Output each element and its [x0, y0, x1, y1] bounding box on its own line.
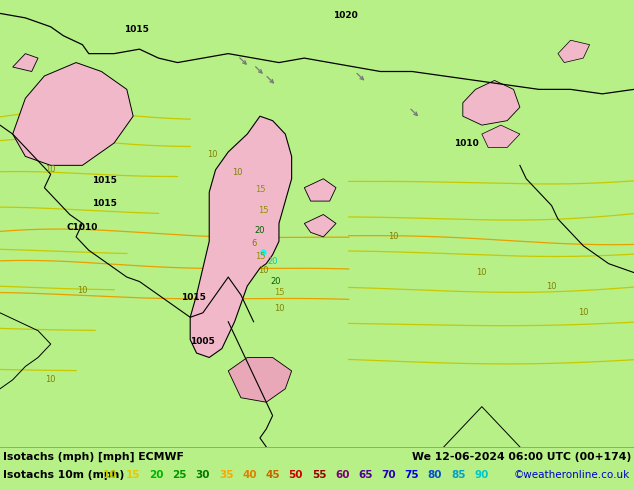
Text: Isotachs (mph) [mph] ECMWF: Isotachs (mph) [mph] ECMWF — [3, 452, 184, 462]
Text: 70: 70 — [382, 470, 396, 480]
Text: 10: 10 — [258, 266, 268, 275]
Text: 20: 20 — [150, 470, 164, 480]
Polygon shape — [304, 179, 336, 201]
Text: 15: 15 — [255, 252, 265, 262]
Text: 1015: 1015 — [92, 199, 117, 208]
Text: 15: 15 — [126, 470, 141, 480]
Text: 10: 10 — [547, 281, 557, 291]
Text: 1015: 1015 — [181, 293, 206, 302]
Text: 75: 75 — [404, 470, 419, 480]
Text: 10: 10 — [274, 304, 284, 313]
Text: 55: 55 — [312, 470, 327, 480]
Text: 65: 65 — [358, 470, 373, 480]
Text: 15: 15 — [258, 205, 268, 215]
Text: 10: 10 — [233, 168, 243, 176]
Polygon shape — [190, 116, 292, 358]
Text: C1010: C1010 — [67, 223, 98, 232]
Text: 25: 25 — [172, 470, 187, 480]
Text: 15: 15 — [255, 185, 265, 195]
Text: 20: 20 — [271, 277, 281, 286]
Text: 80: 80 — [428, 470, 443, 480]
Text: 50: 50 — [288, 470, 303, 480]
Text: 6: 6 — [251, 239, 256, 248]
Text: 60: 60 — [335, 470, 349, 480]
Text: 20: 20 — [255, 225, 265, 235]
Text: ©weatheronline.co.uk: ©weatheronline.co.uk — [514, 470, 630, 480]
Text: 10: 10 — [388, 232, 398, 242]
Text: 85: 85 — [451, 470, 465, 480]
Polygon shape — [228, 358, 292, 402]
Text: 1015: 1015 — [92, 176, 117, 186]
Text: 45: 45 — [266, 470, 280, 480]
Polygon shape — [304, 215, 336, 237]
Text: 40: 40 — [242, 470, 257, 480]
Text: Isotachs 10m (mph): Isotachs 10m (mph) — [3, 470, 124, 480]
Text: 10: 10 — [578, 308, 588, 318]
Text: 10: 10 — [46, 375, 56, 384]
Text: 10: 10 — [77, 286, 87, 295]
Polygon shape — [13, 63, 133, 165]
Text: 10: 10 — [46, 165, 56, 174]
Text: 1010: 1010 — [453, 139, 479, 147]
Text: 15: 15 — [274, 288, 284, 297]
Text: We 12-06-2024 06:00 UTC (00+174): We 12-06-2024 06:00 UTC (00+174) — [411, 452, 631, 462]
Text: 35: 35 — [219, 470, 233, 480]
Polygon shape — [558, 40, 590, 63]
Text: 30: 30 — [196, 470, 210, 480]
Text: 90: 90 — [474, 470, 489, 480]
Text: 10: 10 — [207, 149, 217, 159]
Text: 10: 10 — [103, 470, 117, 480]
Polygon shape — [482, 125, 520, 147]
Text: 1005: 1005 — [190, 337, 216, 346]
Polygon shape — [463, 80, 520, 125]
Text: 10: 10 — [477, 268, 487, 277]
Text: 20: 20 — [268, 257, 278, 266]
Polygon shape — [13, 53, 38, 72]
Text: 1015: 1015 — [124, 24, 149, 33]
Text: 1020: 1020 — [333, 11, 358, 20]
